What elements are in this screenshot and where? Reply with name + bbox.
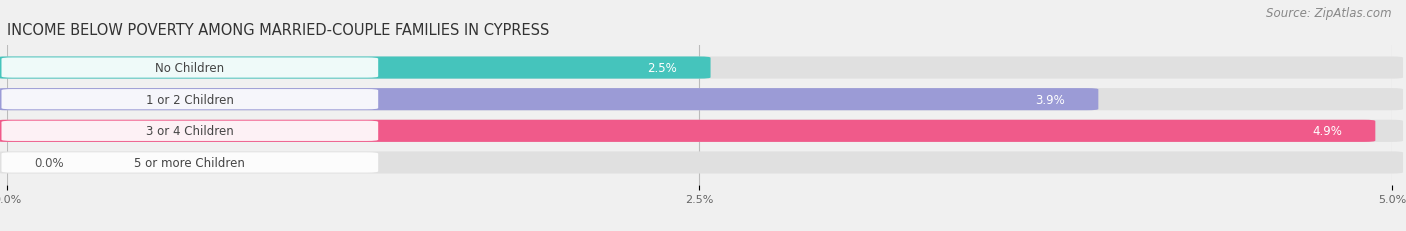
- FancyBboxPatch shape: [0, 89, 1403, 111]
- Text: 2.5%: 2.5%: [648, 62, 678, 75]
- Text: 5 or more Children: 5 or more Children: [135, 156, 245, 169]
- FancyBboxPatch shape: [1, 153, 378, 173]
- Text: 0.0%: 0.0%: [35, 156, 65, 169]
- FancyBboxPatch shape: [1, 121, 378, 141]
- Text: Source: ZipAtlas.com: Source: ZipAtlas.com: [1267, 7, 1392, 20]
- FancyBboxPatch shape: [0, 120, 1403, 142]
- FancyBboxPatch shape: [0, 57, 1403, 79]
- Text: 3 or 4 Children: 3 or 4 Children: [146, 125, 233, 138]
- FancyBboxPatch shape: [0, 89, 1098, 111]
- FancyBboxPatch shape: [0, 120, 1375, 142]
- Text: 3.9%: 3.9%: [1035, 93, 1066, 106]
- FancyBboxPatch shape: [0, 57, 710, 79]
- FancyBboxPatch shape: [1, 90, 378, 110]
- FancyBboxPatch shape: [1, 58, 378, 78]
- FancyBboxPatch shape: [0, 152, 1403, 174]
- Text: INCOME BELOW POVERTY AMONG MARRIED-COUPLE FAMILIES IN CYPRESS: INCOME BELOW POVERTY AMONG MARRIED-COUPL…: [7, 23, 550, 38]
- Text: 1 or 2 Children: 1 or 2 Children: [146, 93, 233, 106]
- Text: No Children: No Children: [155, 62, 225, 75]
- Text: 4.9%: 4.9%: [1312, 125, 1343, 138]
